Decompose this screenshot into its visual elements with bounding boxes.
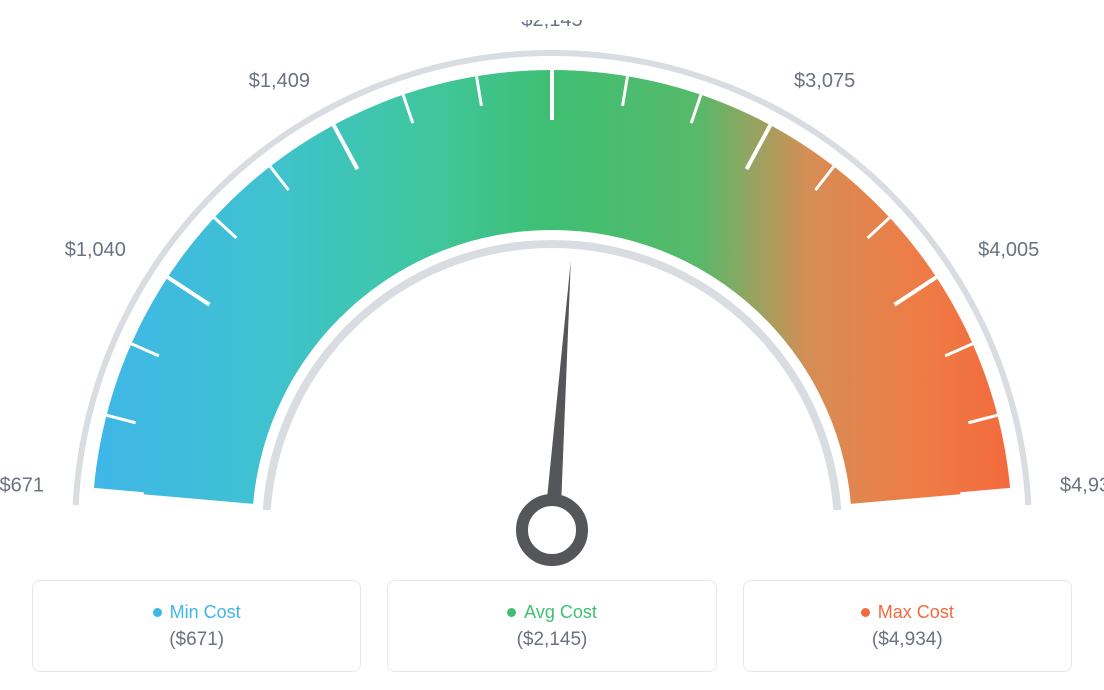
gauge-tick-label: $1,040 [65,239,126,261]
legend-card-min: Min Cost ($671) [32,580,361,672]
legend-title-max: Max Cost [861,602,954,623]
gauge-svg: $671 $1,040 $1,409 $2,145 $3,075 $4,005 $4,934 [0,20,1104,580]
legend-card-avg: Avg Cost ($2,145) [387,580,716,672]
legend-value-min: ($671) [169,629,224,651]
legend-card-max: Max Cost ($4,934) [743,580,1072,672]
dot-icon [507,608,516,617]
gauge-tick-label: $671 [0,475,44,497]
cost-gauge-widget: $671 $1,040 $1,409 $2,145 $3,075 $4,005 $4,934… [0,0,1104,690]
gauge-area: $671 $1,040 $1,409 $2,145 $3,075 $4,005 $4,934 [0,0,1104,560]
gauge-tick-label: $4,005 [978,239,1039,261]
legend-title-text: Avg Cost [524,602,597,623]
dot-icon [861,608,870,617]
gauge-tick-label: $2,145 [521,20,582,31]
legend-title-text: Min Cost [170,602,241,623]
legend-value-avg: ($2,145) [517,629,588,651]
gauge-tick-label: $4,934 [1060,475,1104,497]
legend-value-max: ($4,934) [872,629,943,651]
legend-title-avg: Avg Cost [507,602,597,623]
gauge-tick-label: $3,075 [794,70,855,92]
legend-title-min: Min Cost [153,602,241,623]
legend-row: Min Cost ($671) Avg Cost ($2,145) Max Co… [0,580,1104,690]
dot-icon [153,608,162,617]
legend-title-text: Max Cost [878,602,954,623]
gauge-tick-label: $1,409 [249,70,310,92]
